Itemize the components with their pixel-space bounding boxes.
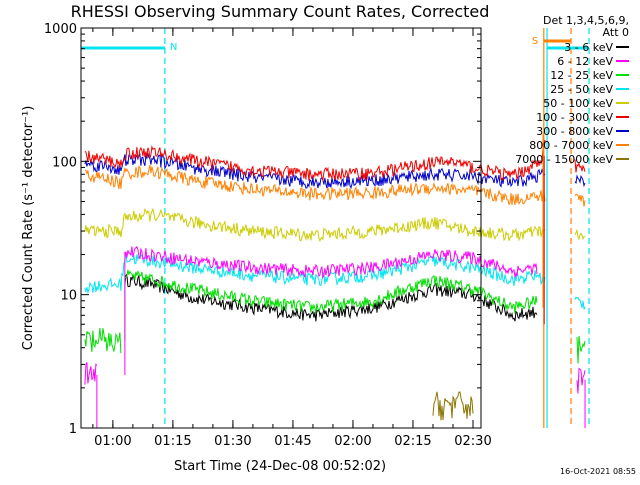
x-axis-label: Start Time (24-Dec-08 00:52:02) — [174, 459, 386, 474]
x-tick-label: 01:15 — [154, 434, 191, 449]
x-tick-label: 02:30 — [454, 434, 491, 449]
series-line-0 — [84, 139, 586, 183]
y-axis-label: Corrected Count Rate (s⁻¹ detector⁻¹) — [21, 106, 36, 351]
series-line-7 — [124, 273, 538, 322]
footer-timestamp: 16-Oct-2021 08:55 — [560, 467, 636, 476]
x-tick-label: 01:30 — [214, 434, 251, 449]
series-line-1 — [84, 153, 586, 190]
legend-entry-label: 100 - 300 keV — [536, 111, 613, 124]
x-tick-label: 02:15 — [394, 434, 431, 449]
x-tick-label: 01:00 — [94, 434, 131, 449]
legend-entry-label: 800 - 7000 keV — [529, 139, 613, 152]
legend-entry-label: 50 - 100 keV — [543, 97, 613, 110]
x-tick-label: 01:45 — [274, 434, 311, 449]
x-tick-label: 02:00 — [334, 434, 371, 449]
legend-entry-label: 25 - 50 keV — [550, 83, 613, 96]
plot-frame — [80, 27, 482, 429]
annotation-n: N — [170, 42, 177, 53]
legend-entry-label: 12 - 25 keV — [550, 69, 613, 82]
low-segment-0 — [84, 327, 122, 354]
low-segment-4 — [432, 391, 474, 421]
chart-title: RHESSI Observing Summary Count Rates, Co… — [71, 2, 490, 21]
legend-header: Att 0 — [603, 26, 629, 39]
legend-header: Det 1,3,4,5,6,9, — [543, 14, 629, 27]
low-segment-2 — [576, 367, 586, 394]
series-line-6 — [124, 269, 538, 314]
legend-entry-label: 3 - 6 keV — [564, 41, 613, 54]
y-tick-label: 1000 — [44, 22, 77, 37]
legend-entry-label: 6 - 12 keV — [557, 55, 613, 68]
low-segment-3 — [576, 335, 586, 364]
legend-entry-label: 7000 - 15000 keV — [515, 153, 613, 166]
annotation-s: S — [532, 36, 538, 47]
series-line-2 — [84, 164, 586, 207]
y-tick-label: 10 — [60, 289, 77, 304]
series-line-3 — [84, 207, 586, 243]
series-line-4 — [124, 246, 538, 279]
low-segment-1 — [84, 362, 98, 385]
y-tick-label: 1 — [69, 422, 77, 437]
y-tick-label: 100 — [52, 155, 77, 170]
legend-entry-label: 300 - 800 keV — [536, 125, 613, 138]
